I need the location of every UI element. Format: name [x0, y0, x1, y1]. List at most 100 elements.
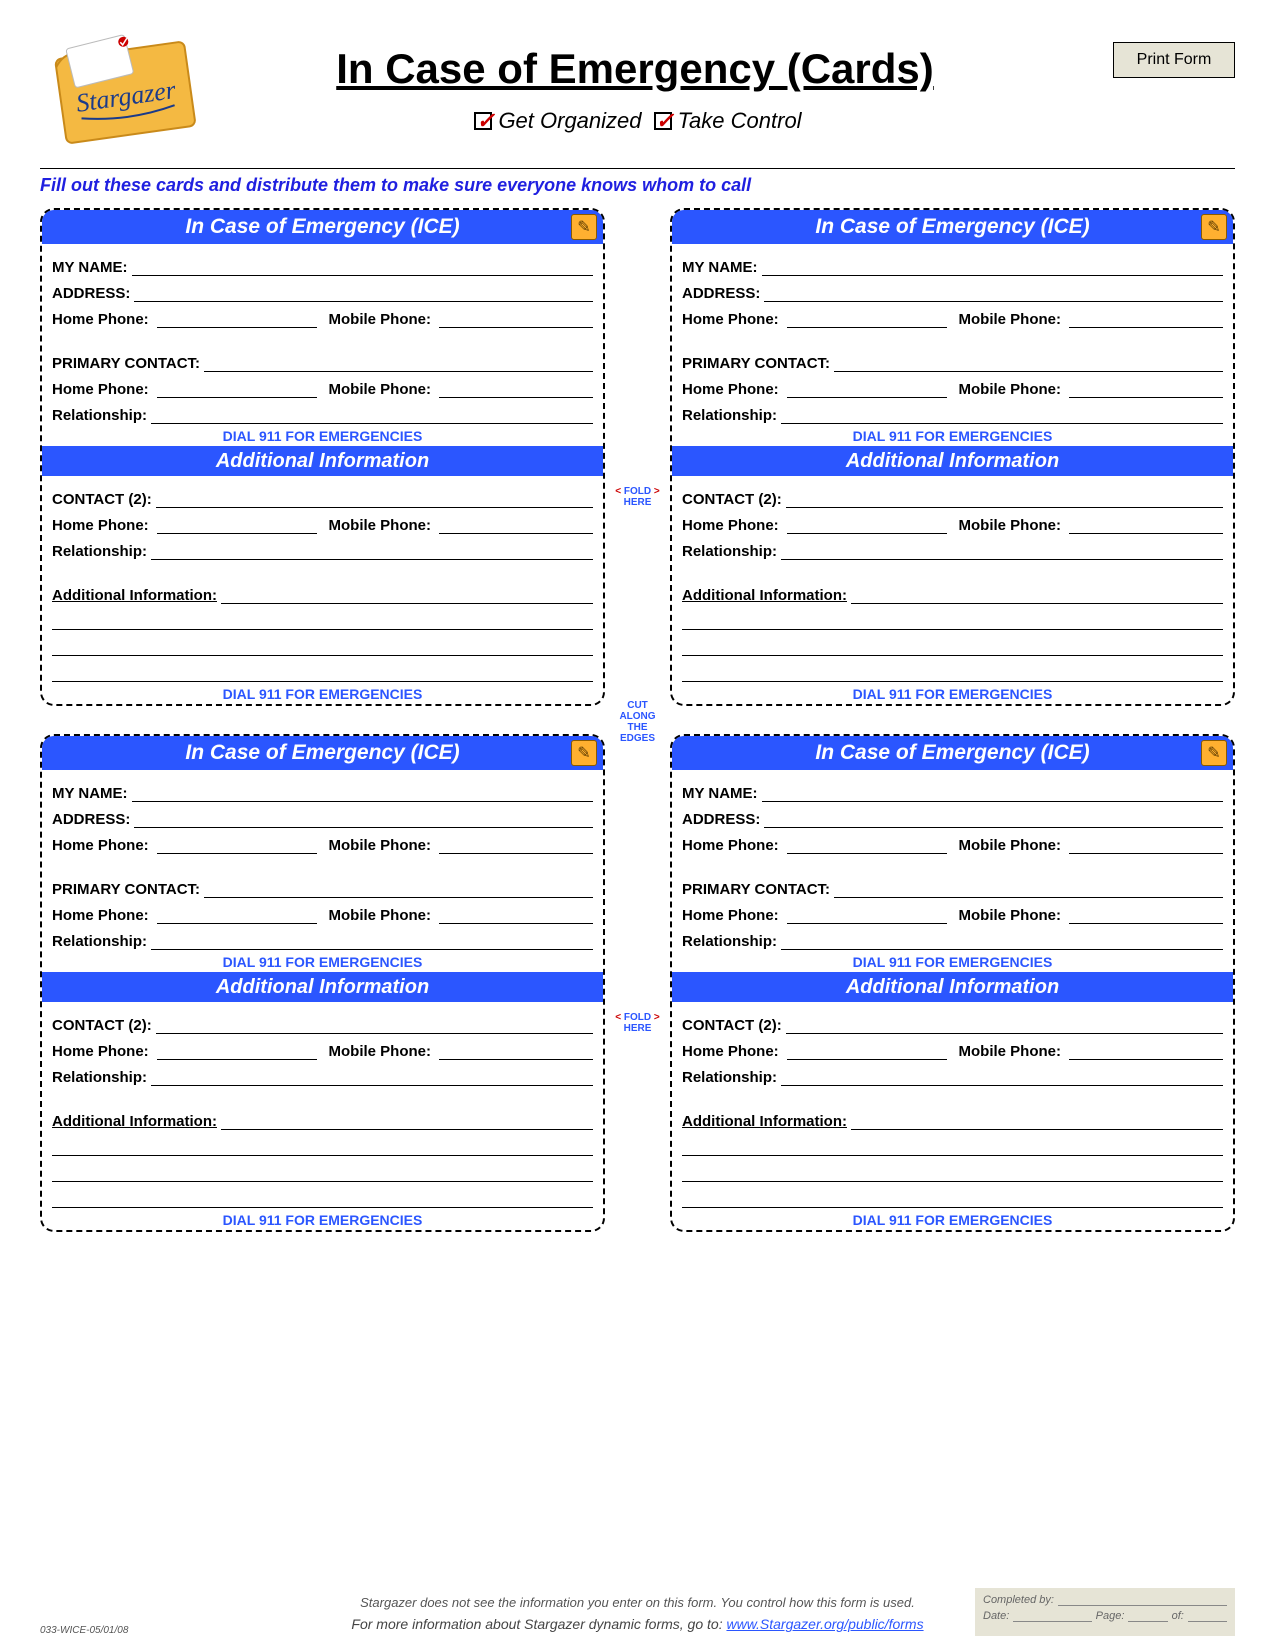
relationship2-input[interactable] — [151, 1066, 593, 1086]
relationship-input[interactable] — [781, 404, 1223, 424]
contact2-home-phone-input[interactable] — [787, 1040, 947, 1060]
address-input[interactable] — [764, 808, 1223, 828]
additional-info-line[interactable] — [682, 636, 1223, 656]
card-header: In Case of Emergency (ICE) ✎ — [42, 210, 603, 244]
date-field[interactable] — [1013, 1608, 1091, 1622]
additional-info-header: Additional Information — [42, 446, 603, 476]
contact-home-phone-input[interactable] — [787, 904, 947, 924]
additional-info-line[interactable] — [52, 610, 593, 630]
contact2-input[interactable] — [786, 1014, 1223, 1034]
contact2-mobile-phone-input[interactable] — [1069, 514, 1223, 534]
address-input[interactable] — [764, 282, 1223, 302]
mobile-phone-input[interactable] — [439, 834, 593, 854]
address-input[interactable] — [134, 282, 593, 302]
name-input[interactable] — [132, 256, 593, 276]
additional-info-line[interactable] — [52, 1162, 593, 1182]
of-field[interactable] — [1188, 1608, 1227, 1622]
contact-home-phone-input[interactable] — [787, 378, 947, 398]
primary-contact-input[interactable] — [834, 878, 1223, 898]
contact2-home-phone-input[interactable] — [787, 514, 947, 534]
card-header: In Case of Emergency (ICE) ✎ — [42, 736, 603, 770]
contact-mobile-phone-input[interactable] — [439, 904, 593, 924]
additional-info-line[interactable] — [682, 1188, 1223, 1208]
additional-info-line[interactable] — [682, 662, 1223, 682]
page-footer: Stargazer does not see the information y… — [40, 1595, 1235, 1632]
fold-marker: < FOLD >HERE — [605, 1012, 670, 1034]
dial-911-text: DIAL 911 FOR EMERGENCIES — [682, 1208, 1223, 1230]
card-3: In Case of Emergency (ICE) ✎ MY NAME: AD… — [40, 734, 605, 1232]
additional-info-input[interactable] — [221, 1110, 593, 1130]
dial-911-text: DIAL 911 FOR EMERGENCIES — [52, 682, 593, 704]
contact-mobile-phone-input[interactable] — [439, 378, 593, 398]
relationship-input[interactable] — [781, 930, 1223, 950]
contact-home-phone-input[interactable] — [157, 378, 317, 398]
edit-icon[interactable]: ✎ — [1201, 740, 1227, 766]
contact-home-phone-input[interactable] — [157, 904, 317, 924]
relationship2-input[interactable] — [781, 1066, 1223, 1086]
relationship-input[interactable] — [151, 404, 593, 424]
card-1: In Case of Emergency (ICE) ✎ MY NAME: AD… — [40, 208, 605, 706]
page-field[interactable] — [1128, 1608, 1167, 1622]
contact2-mobile-phone-input[interactable] — [439, 1040, 593, 1060]
contact-mobile-phone-input[interactable] — [1069, 378, 1223, 398]
card-header: In Case of Emergency (ICE) ✎ — [672, 736, 1233, 770]
relationship2-input[interactable] — [151, 540, 593, 560]
additional-info-input[interactable] — [851, 1110, 1223, 1130]
check-icon — [474, 112, 492, 130]
edit-icon[interactable]: ✎ — [571, 214, 597, 240]
relationship2-input[interactable] — [781, 540, 1223, 560]
additional-info-line[interactable] — [682, 1162, 1223, 1182]
form-id: 033-WICE-05/01/08 — [40, 1625, 128, 1636]
name-input[interactable] — [762, 782, 1223, 802]
primary-contact-input[interactable] — [834, 352, 1223, 372]
name-input[interactable] — [762, 256, 1223, 276]
cards-grid: In Case of Emergency (ICE) ✎ MY NAME: AD… — [40, 208, 1235, 1232]
instructions-text: Fill out these cards and distribute them… — [40, 175, 1235, 196]
additional-info-line[interactable] — [52, 1188, 593, 1208]
additional-info-header: Additional Information — [672, 972, 1233, 1002]
dial-911-text: DIAL 911 FOR EMERGENCIES — [52, 950, 593, 972]
contact-mobile-phone-input[interactable] — [1069, 904, 1223, 924]
additional-info-line[interactable] — [52, 1136, 593, 1156]
dial-911-text: DIAL 911 FOR EMERGENCIES — [52, 1208, 593, 1230]
contact2-input[interactable] — [156, 1014, 593, 1034]
additional-info-input[interactable] — [851, 584, 1223, 604]
additional-info-header: Additional Information — [42, 972, 603, 1002]
home-phone-input[interactable] — [787, 308, 947, 328]
additional-info-line[interactable] — [52, 636, 593, 656]
contact2-input[interactable] — [156, 488, 593, 508]
dial-911-text: DIAL 911 FOR EMERGENCIES — [682, 682, 1223, 704]
home-phone-input[interactable] — [157, 308, 317, 328]
relationship-input[interactable] — [151, 930, 593, 950]
dial-911-text: DIAL 911 FOR EMERGENCIES — [52, 424, 593, 446]
contact2-mobile-phone-input[interactable] — [1069, 1040, 1223, 1060]
stargazer-logo: Stargazer — [30, 20, 220, 155]
home-phone-input[interactable] — [787, 834, 947, 854]
home-phone-input[interactable] — [157, 834, 317, 854]
additional-info-input[interactable] — [221, 584, 593, 604]
print-form-button[interactable]: Print Form — [1113, 42, 1235, 78]
contact2-home-phone-input[interactable] — [157, 514, 317, 534]
contact2-mobile-phone-input[interactable] — [439, 514, 593, 534]
signature-box: Completed by: Date: Page: of: — [975, 1588, 1235, 1636]
name-input[interactable] — [132, 782, 593, 802]
additional-info-line[interactable] — [682, 610, 1223, 630]
additional-info-line[interactable] — [52, 662, 593, 682]
primary-contact-input[interactable] — [204, 352, 593, 372]
additional-info-header: Additional Information — [672, 446, 1233, 476]
edit-icon[interactable]: ✎ — [571, 740, 597, 766]
additional-info-line[interactable] — [682, 1136, 1223, 1156]
primary-contact-input[interactable] — [204, 878, 593, 898]
contact2-home-phone-input[interactable] — [157, 1040, 317, 1060]
completed-by-field[interactable] — [1058, 1592, 1227, 1606]
edit-icon[interactable]: ✎ — [1201, 214, 1227, 240]
address-input[interactable] — [134, 808, 593, 828]
mobile-phone-input[interactable] — [1069, 834, 1223, 854]
tagline: Get Organized Take Control — [240, 108, 1030, 134]
card-4: In Case of Emergency (ICE) ✎ MY NAME: AD… — [670, 734, 1235, 1232]
contact2-input[interactable] — [786, 488, 1223, 508]
card-2: In Case of Emergency (ICE) ✎ MY NAME: AD… — [670, 208, 1235, 706]
forms-link[interactable]: www.Stargazer.org/public/forms — [726, 1616, 923, 1632]
mobile-phone-input[interactable] — [1069, 308, 1223, 328]
mobile-phone-input[interactable] — [439, 308, 593, 328]
